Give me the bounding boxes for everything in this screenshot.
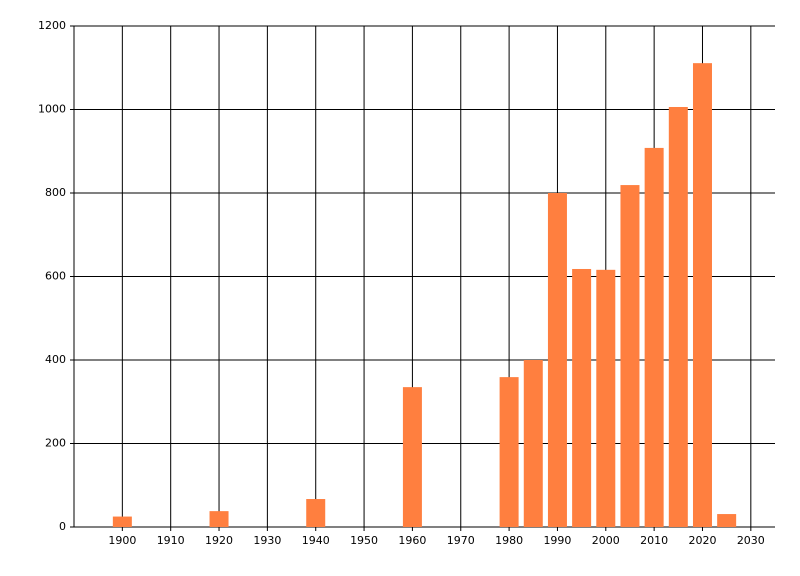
x-tick-label: 2030 [737, 534, 765, 547]
x-tick-label: 1970 [447, 534, 475, 547]
bar [112, 516, 132, 527]
y-tick-label: 0 [59, 520, 66, 533]
y-tick-label: 1000 [38, 103, 66, 116]
bar [692, 63, 712, 527]
bar [572, 268, 592, 527]
y-tick-label: 1200 [38, 19, 66, 32]
y-tick-label: 600 [45, 270, 66, 283]
x-tick-label: 1990 [543, 534, 571, 547]
bar [306, 499, 326, 527]
x-tick-label: 2010 [640, 534, 668, 547]
x-tick-label: 1960 [398, 534, 426, 547]
x-tick-label: 1950 [350, 534, 378, 547]
bar [402, 387, 422, 527]
bar [717, 514, 737, 527]
x-tick-label: 1980 [495, 534, 523, 547]
y-tick-label: 400 [45, 353, 66, 366]
bar [499, 377, 519, 527]
x-tick-label: 2000 [592, 534, 620, 547]
bar [620, 185, 640, 527]
bar [596, 269, 616, 527]
bar [644, 147, 664, 527]
bar [547, 193, 567, 527]
x-tick-label: 1940 [302, 534, 330, 547]
x-tick-label: 2020 [688, 534, 716, 547]
bar [523, 360, 543, 527]
bar [209, 511, 229, 527]
x-tick-label: 1920 [205, 534, 233, 547]
x-tick-label: 1900 [108, 534, 136, 547]
y-tick-label: 800 [45, 186, 66, 199]
bar [668, 106, 688, 528]
x-tick-label: 1930 [253, 534, 281, 547]
x-tick-label: 1910 [157, 534, 185, 547]
y-tick-label: 200 [45, 437, 66, 450]
